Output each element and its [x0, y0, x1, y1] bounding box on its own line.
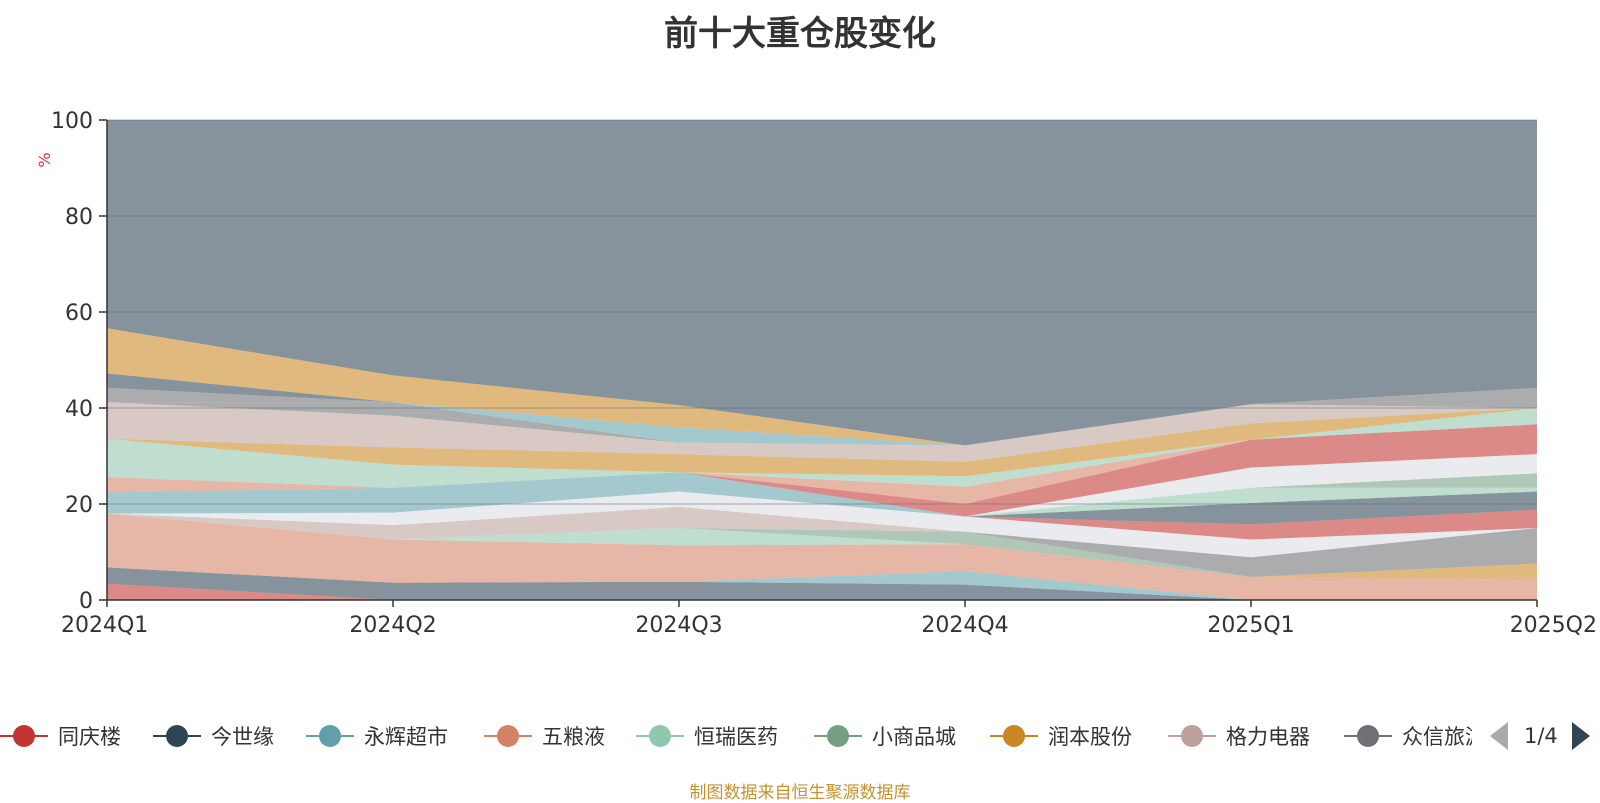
legend-marker-icon: [1344, 724, 1392, 748]
y-axis-label: %: [35, 152, 54, 167]
x-tick-label: 2025Q1: [1207, 613, 1294, 638]
x-tick-label: 2024Q4: [921, 613, 1008, 638]
area-layer-10: [107, 491, 1537, 540]
legend-label: 格力电器: [1226, 725, 1310, 749]
legend-label: 同庆楼: [58, 725, 121, 749]
triangle-left-icon[interactable]: [1490, 722, 1508, 750]
legend-item[interactable]: 今世缘: [153, 718, 274, 754]
legend-marker-icon: [153, 724, 201, 748]
y-tick-label: 20: [65, 493, 93, 518]
y-tick-label: 60: [65, 301, 93, 326]
area-layer-15: [107, 454, 1537, 517]
x-tick-label: 2024Q3: [635, 613, 722, 638]
legend-item[interactable]: 润本股份: [990, 718, 1132, 754]
legend-label: 今世缘: [211, 725, 274, 749]
area-layer-19: [107, 408, 1537, 477]
legend-label: 恒瑞医药: [694, 725, 778, 749]
legend-marker-icon: [636, 724, 684, 748]
legend-label: 众信旅游: [1402, 725, 1472, 749]
area-layer-8: [107, 506, 1537, 577]
source-note: 制图数据来自恒生聚源数据库: [689, 783, 911, 803]
area-layer-14: [107, 454, 1537, 517]
legend-item[interactable]: 小商品城: [814, 718, 956, 754]
legend-items: 同庆楼 今世缘 永辉超市 五粮液 恒瑞医药 小商品城 润本股份 格力电器 众信旅游: [0, 718, 1472, 754]
area-layer-11: [107, 491, 1537, 525]
legend-page-indicator: 1/4: [1524, 724, 1558, 748]
y-tick-label: 0: [79, 589, 93, 614]
area-layer-25: [107, 328, 1537, 446]
area-layer-17: [107, 424, 1537, 504]
area-layer-26: [107, 120, 1537, 446]
legend-marker-icon: [990, 724, 1038, 748]
legend-item[interactable]: 五粮液: [484, 718, 605, 754]
legend-label: 五粮液: [542, 725, 605, 749]
legend-marker-icon: [484, 724, 532, 748]
area-layer-3: [107, 513, 1537, 600]
area-layer-9: [107, 491, 1537, 558]
area-layer-1: [107, 567, 1537, 600]
x-tick-label: 2024Q1: [61, 613, 148, 638]
area-layer-7: [107, 506, 1537, 577]
legend-label: 小商品城: [872, 725, 956, 749]
area-layer-20: [107, 402, 1537, 462]
legend-item[interactable]: 众信旅游: [1344, 718, 1472, 754]
legend-marker-icon: [1168, 724, 1216, 748]
triangle-right-icon[interactable]: [1571, 722, 1590, 750]
legend-label: 润本股份: [1048, 725, 1132, 749]
area-layer-18: [107, 408, 1537, 488]
x-tick-label: 2025Q2: [1510, 613, 1597, 638]
legend-item[interactable]: 同庆楼: [0, 718, 121, 754]
chart-title: 前十大重仓股变化: [664, 14, 936, 54]
grid-lines: [107, 119, 1537, 505]
legend-marker-icon: [0, 724, 48, 748]
legend-marker-icon: [306, 724, 354, 748]
y-tick-label: 80: [65, 205, 93, 230]
legend: 同庆楼 今世缘 永辉超市 五粮液 恒瑞医药 小商品城 润本股份 格力电器 众信旅游 1/4: [0, 718, 1600, 754]
legend-item[interactable]: 永辉超市: [306, 718, 448, 754]
area-layer-16: [107, 424, 1537, 517]
axes: 0 20 40 60 80 100 2024Q1 2024Q2 2024Q3 2024Q4 2025…: [51, 109, 1597, 638]
y-tick-label: 40: [65, 397, 93, 422]
area-layer-12: [107, 487, 1537, 517]
legend-item[interactable]: 格力电器: [1168, 718, 1310, 754]
y-tick-label: 100: [51, 109, 93, 134]
area-layer-6: [107, 513, 1537, 580]
x-tick-label: 2024Q2: [349, 613, 436, 638]
area-layer-0: [107, 583, 1537, 600]
legend-item[interactable]: 恒瑞医药: [636, 718, 778, 754]
legend-pager: 1/4: [1490, 718, 1590, 754]
legend-label: 永辉超市: [364, 725, 448, 749]
area-layers: [107, 120, 1537, 600]
legend-marker-icon: [814, 724, 862, 748]
